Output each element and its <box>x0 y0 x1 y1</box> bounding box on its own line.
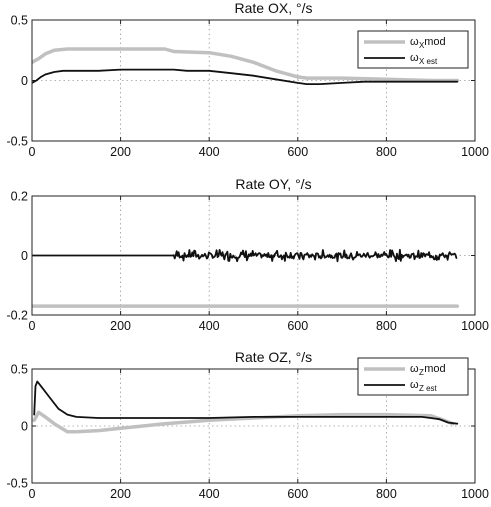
y-tick-label: -0.5 <box>6 135 28 149</box>
y-tick-label: 0.5 <box>11 14 28 28</box>
chart-title: Rate OY, °/s <box>235 176 311 192</box>
series-line-2 <box>32 248 458 263</box>
x-tick-label: 1000 <box>461 319 489 333</box>
legend-label: mod <box>424 363 445 375</box>
y-tick-label: -0.5 <box>6 477 28 491</box>
series-group <box>32 47 460 85</box>
legend-symbol: ω <box>410 52 419 64</box>
series-group <box>32 380 459 434</box>
x-tick-label: 0 <box>29 319 36 333</box>
legend-subscript: X est <box>419 57 438 66</box>
legend-symbol: ω <box>410 379 419 391</box>
x-tick-label: 400 <box>199 145 220 159</box>
legend-subscript: Z est <box>419 384 438 393</box>
x-tick-label: 400 <box>199 487 220 501</box>
x-tick-label: 0 <box>29 487 36 501</box>
x-tick-label: 600 <box>287 487 308 501</box>
y-tick-label: 0 <box>21 420 28 434</box>
y-tick-label: 0 <box>21 74 28 88</box>
x-tick-label: 800 <box>376 487 397 501</box>
x-tick-label: 800 <box>376 319 397 333</box>
series-line-1 <box>32 47 460 83</box>
y-tick-label: 0.2 <box>11 190 28 204</box>
legend-subscript: Z <box>419 368 424 377</box>
series-line-2 <box>32 68 459 85</box>
x-tick-label: 1000 <box>461 487 489 501</box>
legend-box <box>357 357 469 396</box>
axes-frame <box>31 195 476 316</box>
y-tick-label: -0.2 <box>6 309 28 323</box>
y-tick-label: 0.5 <box>11 363 28 377</box>
x-tick-label: 0 <box>29 145 36 159</box>
x-tick-label: 400 <box>199 319 220 333</box>
legend-subscript: X <box>419 41 425 50</box>
series-line-1 <box>32 410 455 434</box>
x-tick-label: 200 <box>110 487 131 501</box>
x-tick-label: 1000 <box>461 145 489 159</box>
y-tick-label: 0 <box>21 249 28 263</box>
axes-frame <box>31 368 476 484</box>
legend-box <box>357 30 469 69</box>
series-line-2 <box>33 380 459 425</box>
axes-frame <box>31 19 476 142</box>
legend-symbol: ω <box>410 36 419 48</box>
x-tick-label: 200 <box>110 145 131 159</box>
x-tick-label: 200 <box>110 319 131 333</box>
legend-symbol: ω <box>410 363 419 375</box>
x-tick-label: 800 <box>376 145 397 159</box>
series-group <box>32 248 460 308</box>
chart-title: Rate OX, °/s <box>235 0 313 16</box>
x-tick-label: 600 <box>287 319 308 333</box>
x-tick-label: 600 <box>287 145 308 159</box>
legend-label: mod <box>424 36 445 48</box>
chart-title: Rate OZ, °/s <box>235 349 312 365</box>
